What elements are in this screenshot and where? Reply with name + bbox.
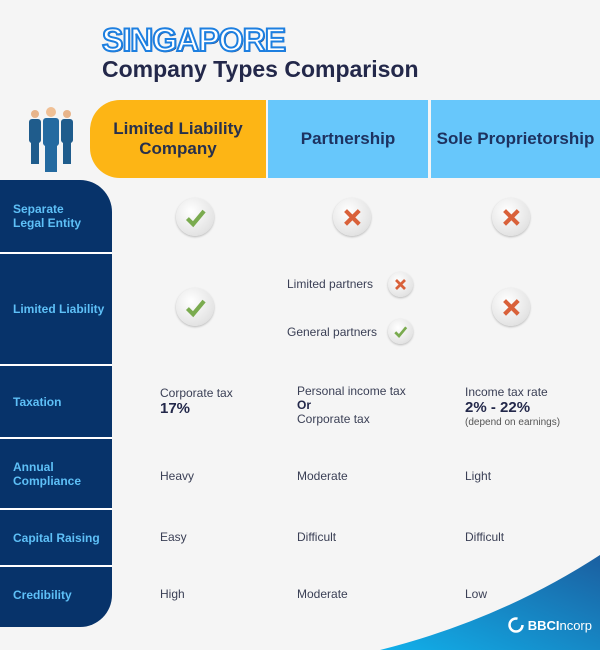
sole-capital-raising: Difficult xyxy=(465,530,505,544)
partnership-capital-raising: Difficult xyxy=(297,530,337,544)
divider xyxy=(0,364,112,366)
row-label-capital-raising: Capital Raising xyxy=(13,530,100,545)
divider xyxy=(0,252,112,254)
cross-icon xyxy=(492,288,530,326)
column-header-partnership: Partnership xyxy=(268,100,428,178)
row-label-annual-compliance: Annual Compliance xyxy=(13,460,82,488)
title-subtitle: Company Types Comparison xyxy=(102,56,419,82)
column-header-llc: Limited Liability Company xyxy=(90,100,266,178)
divider xyxy=(0,508,112,510)
cross-icon xyxy=(388,272,413,297)
taxation-value: 17% xyxy=(160,400,191,417)
check-icon xyxy=(388,319,413,344)
taxation-text: Corporate tax xyxy=(160,386,233,400)
divider xyxy=(0,437,112,439)
row-label-taxation: Taxation xyxy=(13,395,62,409)
general-partners-label: General partners xyxy=(287,325,378,339)
sole-credibility: Low xyxy=(465,587,488,601)
llc-annual-compliance: Heavy xyxy=(160,469,195,483)
limited-partners-label: Limited partners xyxy=(287,277,374,291)
divider xyxy=(0,565,112,567)
llc-taxation: Corporate tax 17% xyxy=(160,386,233,417)
taxation-note: (depend on earnings) xyxy=(465,417,561,428)
taxation-value: 2% - 22% xyxy=(465,399,531,416)
row-labels-sidebar: Separate Legal Entity Limited Liability … xyxy=(0,180,112,627)
check-icon xyxy=(176,288,214,326)
row-label-credibility: Credibility xyxy=(13,587,72,602)
llc-credibility: High xyxy=(160,587,185,601)
logo-text-light: ncorp xyxy=(559,617,592,633)
business-people-icon xyxy=(29,107,73,172)
logo-text-bold: BBCI xyxy=(527,617,560,633)
logo-icon xyxy=(507,617,524,633)
sole-annual-compliance: Light xyxy=(465,469,492,483)
sole-taxation: Income tax rate 2% - 22% (depend on earn… xyxy=(465,385,560,430)
partnership-annual-compliance: Moderate xyxy=(297,469,348,483)
taxation-text: Personal income tax xyxy=(297,384,406,398)
llc-capital-raising: Easy xyxy=(160,530,187,544)
cross-icon xyxy=(333,198,371,236)
check-icon xyxy=(176,198,214,236)
taxation-text: Income tax rate xyxy=(465,385,548,399)
row-label-limited-liability: Limited Liability xyxy=(13,302,105,316)
taxation-or: Or xyxy=(297,398,312,412)
cross-icon xyxy=(492,198,530,236)
taxation-text: Corporate tax xyxy=(297,412,370,426)
bbcincorp-logo: BBCI ncorp xyxy=(507,616,592,634)
column-header-sole-proprietorship: Sole Proprietorship xyxy=(431,100,600,178)
title-country: SINGAPORE xyxy=(101,21,287,59)
partnership-taxation: Personal income tax Or Corporate tax xyxy=(297,384,406,426)
row-label-separate-legal-entity: Separate Legal Entity xyxy=(13,202,82,230)
partnership-credibility: Moderate xyxy=(297,587,348,601)
